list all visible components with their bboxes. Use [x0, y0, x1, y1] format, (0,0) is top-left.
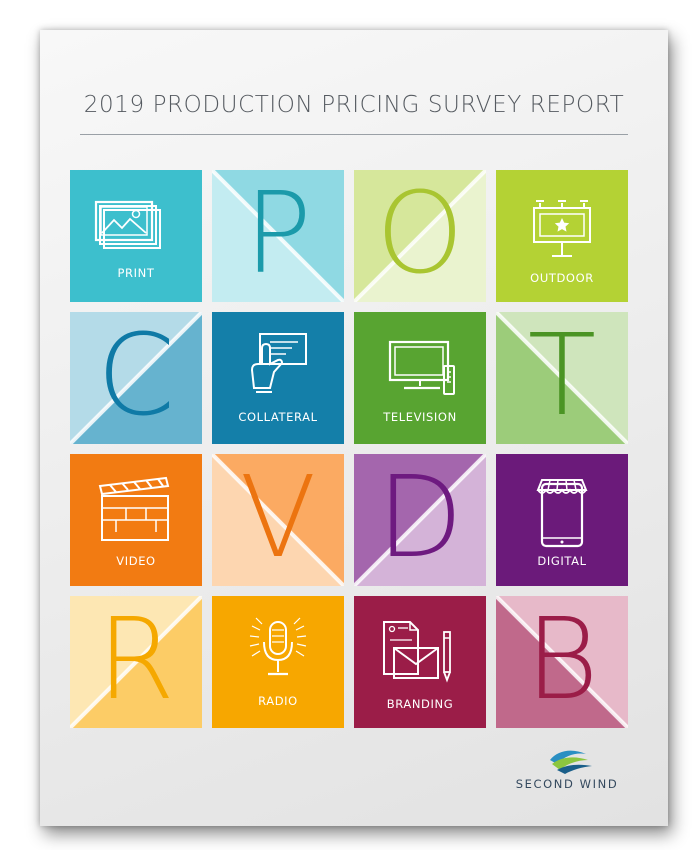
microphone-icon — [249, 617, 307, 676]
brand-logo: SECOND WIND — [502, 742, 632, 802]
tile-television: TELEVISION — [354, 312, 486, 444]
diagonal-split-background — [212, 454, 344, 586]
tile-label: TELEVISION — [383, 410, 457, 424]
brand-name: SECOND WIND — [515, 777, 619, 791]
tile-label: DIGITAL — [537, 554, 587, 568]
title-divider — [80, 134, 628, 135]
tile-letter-r: R — [70, 596, 202, 728]
tile-letter: V — [239, 454, 317, 583]
diagonal-split-background — [354, 454, 486, 586]
tile-letter-o: O — [354, 170, 486, 302]
tile-letter: T — [527, 312, 597, 441]
tile-letter-d: D — [354, 454, 486, 586]
picture-icon — [94, 200, 161, 249]
tile-letter-t: T — [496, 312, 628, 444]
diagonal-split-background — [212, 170, 344, 302]
tile-collateral: COLLATERAL — [212, 312, 344, 444]
tile-digital: DIGITAL — [496, 454, 628, 586]
report-title: 2019 PRODUCTION PRICING SURVEY REPORT — [83, 92, 625, 118]
tile-letter-v: V — [212, 454, 344, 586]
tile-letter: B — [525, 596, 599, 725]
tile-label: COLLATERAL — [238, 410, 318, 424]
tile-label: RADIO — [258, 694, 298, 708]
tile-branding: BRANDING — [354, 596, 486, 728]
tile-radio: RADIO — [212, 596, 344, 728]
tile-outdoor: OUTDOOR — [496, 170, 628, 302]
tile-letter: D — [376, 454, 464, 583]
wave-logo-icon — [550, 750, 592, 774]
tile-label: BRANDING — [386, 697, 454, 711]
billboard-icon — [533, 200, 591, 257]
stationery-icon — [383, 621, 451, 683]
tile-label: OUTDOOR — [530, 271, 594, 285]
diagonal-split-background — [70, 596, 202, 728]
tile-letter: C — [96, 312, 176, 441]
diagonal-split-background — [354, 170, 486, 302]
mobile-store-icon — [536, 479, 588, 548]
tile-video: VIDEO — [70, 454, 202, 586]
tile-letter-b: B — [496, 596, 628, 728]
hand-card-icon — [250, 333, 307, 393]
diagonal-split-background — [496, 596, 628, 728]
diagonal-split-background — [70, 312, 202, 444]
tile-letter-p: P — [212, 170, 344, 302]
tile-letter: P — [244, 170, 312, 299]
tv-icon — [388, 340, 455, 395]
tile-letter: O — [375, 170, 465, 299]
diagonal-split-background — [496, 312, 628, 444]
tile-letter: R — [97, 596, 175, 725]
report-cover: 2019 PRODUCTION PRICING SURVEY REPORT PR… — [40, 30, 668, 826]
clapperboard-icon — [98, 476, 170, 541]
tile-print: PRINT — [70, 170, 202, 302]
tile-letter-c: C — [70, 312, 202, 444]
tile-label: VIDEO — [116, 554, 156, 568]
tile-label: PRINT — [117, 266, 155, 280]
